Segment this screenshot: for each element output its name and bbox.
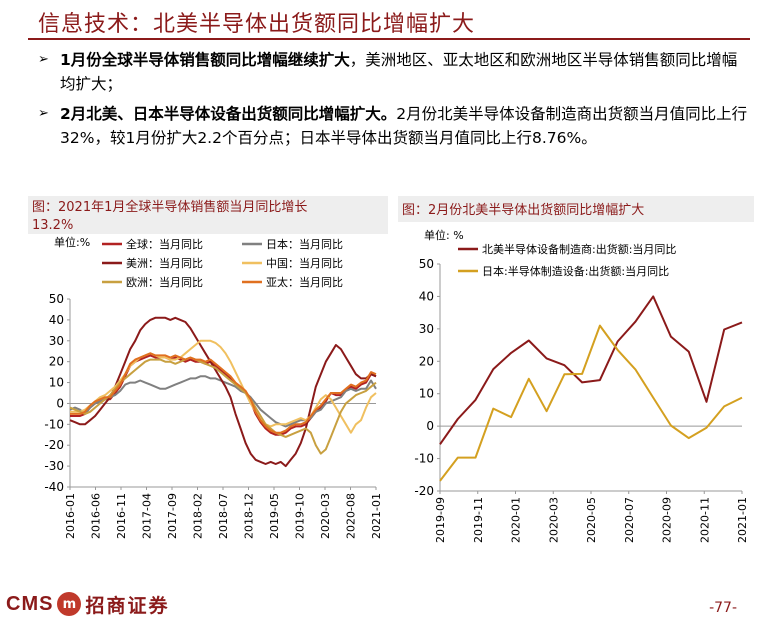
y-tick-label: 50: [419, 257, 434, 271]
legend-label: 日本:半导体制造设备:出货额:当月同比: [482, 264, 669, 278]
bullet-bold-text: 2月北美、日本半导体设备出货额同比增幅扩大。: [60, 105, 397, 123]
chart-title: 图：2月份北美半导体出货额同比增幅扩大: [402, 202, 644, 218]
y-tick-label: -30: [44, 459, 64, 473]
arrow-bullet-icon: ➢: [38, 106, 49, 121]
plot-area: [69, 316, 377, 468]
x-tick-label: 2016-11: [115, 493, 128, 539]
y-tick-label: -20: [44, 438, 64, 452]
x-tick-label: 2017-09: [166, 493, 179, 539]
chart-unit-label: 单位:%: [54, 235, 90, 249]
arrow-bullet-icon: ➢: [38, 52, 49, 67]
x-tick-label: 2016-01: [64, 493, 77, 539]
x-tick-label: 2016-06: [90, 493, 103, 539]
x-tick-label: 2019-11: [472, 497, 485, 543]
x-tick-label: 2020-01: [510, 497, 523, 543]
bullet-bold-text: 1月份全球半导体销售额同比增幅继续扩大: [60, 51, 350, 69]
title-divider: [28, 38, 750, 40]
y-tick-label: -20: [414, 484, 434, 498]
x-tick-label: 2018-12: [243, 493, 256, 539]
chart-title-background: [28, 196, 388, 234]
series-line-2: [439, 324, 743, 482]
legend-label: 日本：当月同比: [266, 237, 343, 251]
y-tick-label: 0: [426, 419, 434, 433]
x-axis: 2019-09 2019-11 2020-01 2020-03 2020-05 2020-…: [434, 491, 749, 543]
chart-unit-label: 单位: %: [424, 228, 464, 242]
brand-name: 招商证券: [85, 594, 170, 617]
x-tick-label: 2017-04: [141, 493, 154, 539]
x-tick-label: 2020-07: [623, 497, 636, 543]
legend-label: 中国：当月同比: [266, 256, 343, 270]
x-axis: 2016-01 2016-06 2016-11 2017-04 2017-09 2018-…: [64, 487, 383, 539]
x-tick-label: 2019-09: [434, 497, 447, 543]
cms-logo-text: CMS: [6, 592, 54, 615]
legend-label: 亚太：当月同比: [266, 275, 343, 289]
series-line-4: [70, 339, 377, 434]
y-tick-label: 40: [49, 313, 64, 327]
y-tick-label: 10: [49, 376, 64, 390]
y-tick-label: 20: [419, 354, 434, 368]
x-tick-label: 2020-08: [345, 493, 358, 539]
x-tick-label: 2019-10: [294, 493, 307, 539]
bullet-item-2: ➢ 2月北美、日本半导体设备出货额同比增幅扩大。2月份北美半导体设备制造商出货额…: [34, 102, 750, 150]
series-line-3: [69, 316, 377, 468]
y-tick-label: 40: [419, 289, 434, 303]
legend-label: 欧洲：当月同比: [126, 275, 203, 289]
y-tick-label: 10: [419, 387, 434, 401]
y-tick-label: 30: [419, 322, 434, 336]
na-semiconductor-shipment-chart: 图：2月份北美半导体出货额同比增幅扩大 单位: % 北美半导体设备制造商:出货额…: [398, 196, 754, 543]
bullet-body-text: ，美洲地区、亚太地区和欧洲地区半导体销售额同比增幅均扩大；: [60, 51, 738, 93]
x-tick-label: 2018-07: [217, 493, 230, 539]
y-tick-label: 20: [49, 355, 64, 369]
x-tick-label: 2019-05: [268, 493, 281, 539]
x-tick-label: 2020-03: [547, 497, 560, 543]
legend-label: 全球：当月同比: [126, 237, 203, 251]
series-line-6: [70, 352, 377, 434]
page-title: 信息技术：北美半导体出货额同比增幅扩大: [38, 12, 476, 37]
x-tick-label: 2020-05: [585, 497, 598, 543]
y-axis: -40 -30 -20 -10 0 10 20 30 40 50: [44, 292, 376, 494]
x-tick-label: 2020-11: [698, 497, 711, 543]
chart-title-background: [398, 196, 754, 222]
series-line-1: [439, 295, 743, 445]
bullet-body-text: 2月份北美半导体设备制造商出货额当月值同比上行32%，较1月份扩大2.2个百分点…: [60, 105, 748, 147]
legend-label: 北美半导体设备制造商:出货额:当月同比: [482, 242, 676, 256]
x-tick-label: 2020-09: [661, 497, 674, 543]
x-tick-label: 2021-01: [736, 497, 749, 543]
legend-label: 美洲：当月同比: [126, 256, 203, 270]
y-tick-label: 30: [49, 334, 64, 348]
page-number: -77-: [709, 600, 737, 616]
footer-logo: CMS m 招商证券: [6, 590, 169, 618]
x-tick-label: 2021-01: [370, 493, 383, 539]
x-tick-label: 2018-02: [192, 493, 205, 539]
cms-logo-icon: m: [57, 592, 82, 616]
chart-title-line2: 13.2%: [32, 218, 73, 233]
global-semiconductor-sales-chart: 图：2021年1月全球半导体销售额当月同比增长 13.2% 单位:% 全球：当月…: [28, 196, 388, 539]
y-tick-label: 0: [56, 396, 64, 410]
chart-title-line1: 图：2021年1月全球半导体销售额当月同比增长: [32, 199, 307, 215]
y-tick-label: -10: [414, 452, 434, 466]
y-tick-label: -10: [44, 417, 64, 431]
y-tick-label: -40: [44, 480, 64, 494]
x-tick-label: 2020-03: [319, 493, 332, 539]
y-axis: -20 -10 0 10 20 30 40 50: [414, 257, 742, 498]
y-tick-label: 50: [49, 292, 64, 306]
bullet-item-1: ➢ 1月份全球半导体销售额同比增幅继续扩大，美洲地区、亚太地区和欧洲地区半导体销…: [34, 48, 750, 96]
bullet-list: ➢ 1月份全球半导体销售额同比增幅继续扩大，美洲地区、亚太地区和欧洲地区半导体销…: [34, 48, 750, 156]
plot-area: [439, 295, 743, 482]
